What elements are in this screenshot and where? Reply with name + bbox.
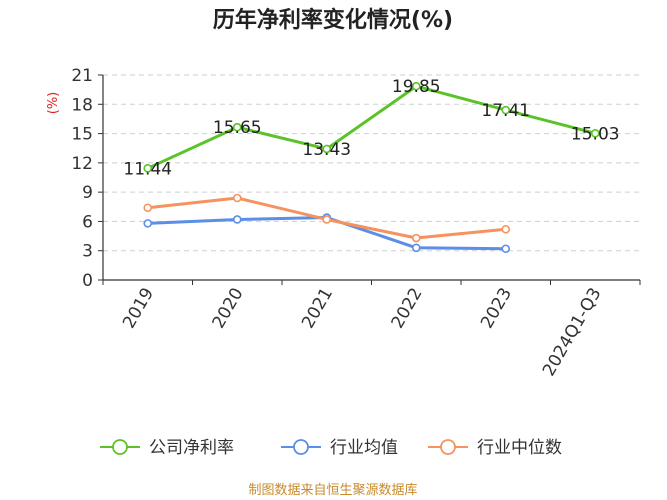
legend-marker bbox=[293, 439, 309, 455]
y-tick-label: 0 bbox=[82, 271, 93, 291]
y-tick-label: 6 bbox=[82, 212, 93, 232]
legend-marker bbox=[112, 439, 128, 455]
series-layer: 11.44 15.65 13.43 19.85 17.41 15.03 bbox=[123, 77, 620, 254]
data-point[interactable] bbox=[322, 144, 332, 154]
y-tick-label: 15 bbox=[71, 125, 93, 145]
data-point[interactable] bbox=[411, 81, 421, 91]
chart-title: 历年净利率变化情况(%) bbox=[213, 7, 453, 33]
legend-label: 公司净利率 bbox=[149, 438, 234, 458]
legend-label: 行业均值 bbox=[330, 438, 398, 458]
x-tick-label: 2019 bbox=[119, 285, 158, 332]
data-point[interactable] bbox=[501, 105, 511, 115]
y-tick-label: 21 bbox=[71, 66, 93, 86]
gridlines bbox=[103, 74, 640, 252]
legend-label: 行业中位数 bbox=[477, 438, 562, 458]
data-point[interactable] bbox=[322, 215, 332, 224]
y-tick-label: 12 bbox=[71, 154, 93, 174]
series-line bbox=[147, 84, 596, 170]
x-tick-label: 2023 bbox=[477, 285, 516, 332]
y-tick-label: 9 bbox=[82, 183, 93, 203]
data-label: 13.43 bbox=[302, 140, 351, 160]
legend-item-1[interactable]: 公司净利率 bbox=[100, 438, 234, 458]
series-1: 11.44 15.65 13.43 19.85 17.41 15.03 bbox=[123, 77, 619, 179]
data-point[interactable] bbox=[501, 224, 511, 234]
source-note: 制图数据来自恒生聚源数据库 bbox=[248, 482, 417, 498]
y-tick-label: 18 bbox=[71, 95, 93, 115]
x-tick-label: 2021 bbox=[298, 285, 337, 332]
data-point[interactable] bbox=[590, 128, 600, 138]
data-label: 19.85 bbox=[392, 77, 441, 97]
data-label: 11.44 bbox=[123, 159, 172, 179]
data-point[interactable] bbox=[232, 122, 242, 132]
series-3 bbox=[143, 193, 511, 243]
data-point[interactable] bbox=[232, 193, 242, 203]
x-tick-label: 2020 bbox=[209, 285, 248, 332]
data-point[interactable] bbox=[143, 164, 153, 173]
x-tick-label: 2024Q1-Q3 bbox=[539, 285, 606, 380]
data-point[interactable] bbox=[411, 233, 421, 243]
data-label: 15.03 bbox=[571, 124, 620, 144]
data-point[interactable] bbox=[143, 219, 153, 228]
data-point[interactable] bbox=[411, 243, 421, 253]
legend: 公司净利率 行业均值 行业中位数 bbox=[100, 438, 562, 458]
legend-item-2[interactable]: 行业均值 bbox=[281, 438, 398, 458]
x-tick-label: 2022 bbox=[388, 285, 427, 332]
data-label: 17.41 bbox=[481, 101, 530, 121]
data-point[interactable] bbox=[143, 203, 153, 213]
data-point[interactable] bbox=[501, 244, 511, 254]
y-tick-label: 3 bbox=[82, 242, 93, 262]
legend-marker bbox=[440, 439, 456, 455]
y-axis-label: (%) bbox=[46, 92, 61, 115]
data-label: 15.65 bbox=[213, 118, 262, 138]
legend-item-3[interactable]: 行业中位数 bbox=[428, 438, 562, 458]
data-point[interactable] bbox=[232, 215, 242, 224]
